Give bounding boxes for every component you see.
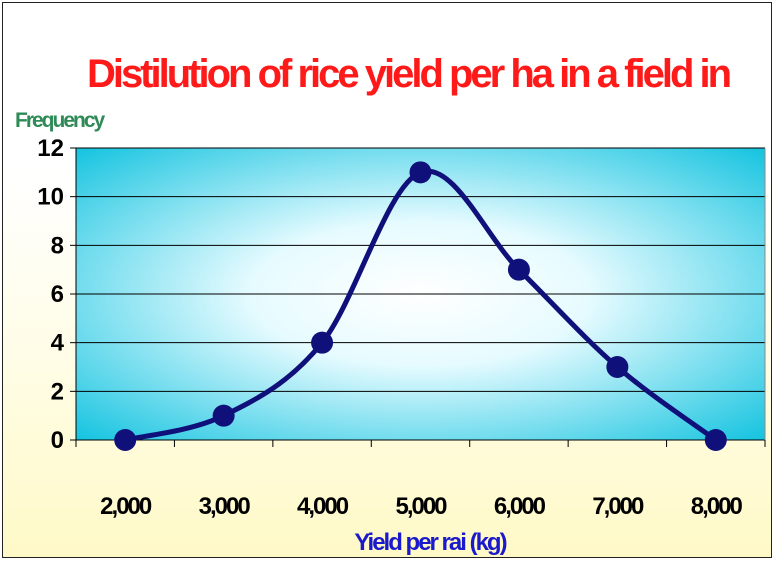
y-axis-label: Frequency xyxy=(15,109,106,132)
data-point xyxy=(114,429,137,451)
x-axis-label: Yield per rai (kg) xyxy=(354,529,506,556)
y-tick-label: 2 xyxy=(51,378,64,405)
x-tick-label: 2,000 xyxy=(100,493,152,520)
chart-title: Distilution of rice yield per ha in a fi… xyxy=(87,52,730,96)
x-tick-label: 3,000 xyxy=(199,493,251,520)
data-point xyxy=(507,258,530,281)
data-point xyxy=(606,356,629,378)
x-tick-label: 8,000 xyxy=(691,493,743,520)
y-tick-label: 12 xyxy=(37,135,64,162)
data-point xyxy=(704,429,727,451)
data-point xyxy=(311,331,334,354)
y-tick-label: 6 xyxy=(51,281,64,308)
y-tick-labels: 0 2 4 6 8 10 12 xyxy=(37,135,64,454)
x-tick-labels: 2,000 3,000 4,000 5,000 6,000 7,000 8,000 xyxy=(100,493,744,520)
x-tick-label: 5,000 xyxy=(395,493,447,520)
data-point xyxy=(409,161,432,184)
x-tick-label: 4,000 xyxy=(297,493,349,520)
series-layer xyxy=(114,161,727,451)
x-tick-label: 7,000 xyxy=(592,493,644,520)
y-tick-label: 4 xyxy=(51,330,65,357)
y-tick-label: 8 xyxy=(51,232,64,259)
data-point xyxy=(212,404,235,427)
gridlines xyxy=(76,147,765,392)
chart-svg: Distilution of rice yield per ha in a fi… xyxy=(15,52,766,556)
y-tick-label: 10 xyxy=(37,184,64,211)
y-tick-label: 0 xyxy=(51,427,64,454)
x-tick-label: 6,000 xyxy=(494,493,546,520)
axes xyxy=(70,147,766,447)
